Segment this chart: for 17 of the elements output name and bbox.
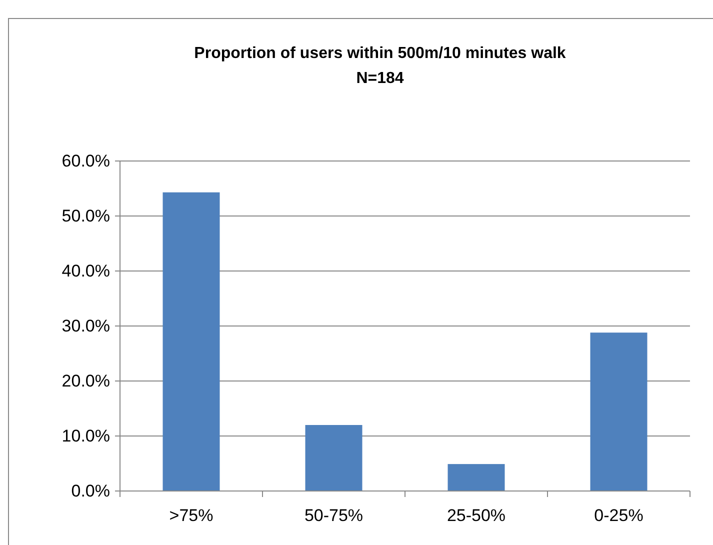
- x-tick-label: 25-50%: [446, 506, 506, 525]
- y-tick-label: 0.0%: [71, 481, 110, 500]
- bar: [590, 332, 648, 491]
- bar: [162, 192, 220, 491]
- x-tick-label: 50-75%: [304, 506, 364, 525]
- y-tick-label: 60.0%: [62, 151, 110, 170]
- bar: [448, 464, 505, 491]
- chart-subtitle: N=184: [356, 70, 404, 87]
- y-tick-label: 50.0%: [62, 206, 110, 226]
- y-tick-label: 40.0%: [62, 261, 110, 280]
- bar: [305, 425, 362, 491]
- y-tick-label: 30.0%: [62, 316, 110, 336]
- y-tick-label: 10.0%: [62, 426, 110, 446]
- x-tick-label: >75%: [169, 506, 214, 525]
- chart-title: Proportion of users within 500m/10 minutes walk: [194, 45, 566, 62]
- x-tick-label: 0-25%: [594, 506, 644, 525]
- y-tick-label: 20.0%: [62, 371, 110, 390]
